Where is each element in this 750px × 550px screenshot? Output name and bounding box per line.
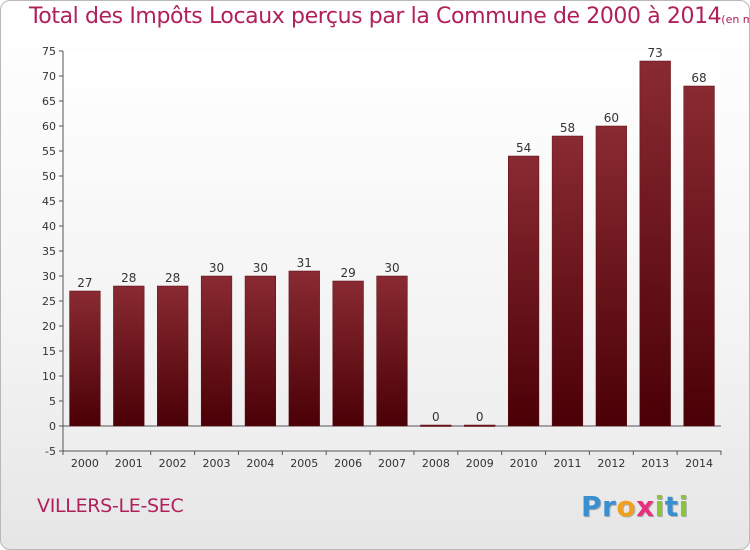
- y-tick-label: 60: [42, 120, 56, 133]
- y-tick-label: 40: [42, 220, 56, 233]
- bar-2011: [551, 135, 584, 427]
- bar-2006: [332, 280, 364, 427]
- data-label-2008: 0: [432, 410, 440, 424]
- y-tick-label: 35: [42, 245, 56, 258]
- data-label-2003: 30: [209, 261, 224, 275]
- logo-letter: x: [636, 490, 655, 523]
- data-label-2011: 58: [560, 121, 575, 135]
- y-tick-label: 5: [49, 395, 56, 408]
- bar-2000: [69, 290, 101, 427]
- bar-2014: [683, 85, 715, 427]
- bar-2009: [464, 424, 496, 427]
- bar-2012: [595, 125, 627, 427]
- logo-letter: r: [602, 490, 617, 523]
- x-tick-label-2005: 2005: [290, 457, 318, 470]
- x-tick-label-2007: 2007: [378, 457, 406, 470]
- data-label-2006: 29: [340, 266, 355, 280]
- data-label-2010: 54: [516, 141, 531, 155]
- data-label-2007: 30: [384, 261, 399, 275]
- data-label-2004: 30: [253, 261, 268, 275]
- data-label-2001: 28: [121, 271, 136, 285]
- bar-2004: [244, 275, 277, 427]
- x-tick-label-2013: 2013: [641, 457, 669, 470]
- chart-tick-labels: -5 0 5 10 15 20 25 30 35 40 45 50 55 60 65 70 75 2000 2001…: [42, 45, 713, 470]
- bar-2003: [200, 275, 233, 427]
- proxiti-logo: Proxiti: [581, 490, 689, 523]
- y-tick-label: 0: [49, 420, 56, 433]
- y-tick-label: 15: [42, 345, 56, 358]
- chart-bars: [69, 60, 715, 427]
- data-label-2012: 60: [604, 111, 619, 125]
- bar-2007: [376, 275, 408, 427]
- y-tick-label: 55: [42, 145, 56, 158]
- y-tick-label: 70: [42, 70, 56, 83]
- logo-letter: o: [616, 490, 637, 523]
- y-tick-label: 75: [42, 45, 56, 58]
- bar-2008: [420, 424, 452, 427]
- x-tick-label-2002: 2002: [159, 457, 187, 470]
- x-tick-label-2003: 2003: [203, 457, 231, 470]
- y-tick-label: 50: [42, 170, 56, 183]
- x-tick-label-2009: 2009: [466, 457, 494, 470]
- y-tick-label: 45: [42, 195, 56, 208]
- data-label-2009: 0: [476, 410, 484, 424]
- bar-2002: [157, 285, 189, 427]
- bar-2005: [288, 270, 320, 427]
- x-tick-label-2006: 2006: [334, 457, 362, 470]
- x-tick-label-2004: 2004: [246, 457, 274, 470]
- y-tick-label: -5: [45, 445, 56, 458]
- data-label-2002: 28: [165, 271, 180, 285]
- data-label-2013: 73: [648, 46, 663, 60]
- x-tick-label-2008: 2008: [422, 457, 450, 470]
- y-tick-label: 65: [42, 95, 56, 108]
- data-label-2014: 68: [691, 71, 706, 85]
- bar-2013: [639, 60, 671, 427]
- y-tick-label: 25: [42, 295, 56, 308]
- logo-letter: i: [678, 490, 689, 523]
- logo-letter: P: [581, 490, 603, 523]
- x-tick-label-2010: 2010: [510, 457, 538, 470]
- x-tick-label-2000: 2000: [71, 457, 99, 470]
- y-tick-label: 10: [42, 370, 56, 383]
- data-label-2005: 31: [297, 256, 312, 270]
- logo-letter: i: [654, 490, 665, 523]
- x-tick-label-2012: 2012: [597, 457, 625, 470]
- chart-title-text: Total des Impôts Locaux perçus par la Co…: [29, 4, 722, 29]
- x-tick-label-2001: 2001: [115, 457, 143, 470]
- y-tick-label: 20: [42, 320, 56, 333]
- x-tick-label-2014: 2014: [685, 457, 713, 470]
- chart-title-unit: (en milliers d'€): [721, 13, 749, 26]
- data-label-2000: 27: [77, 276, 92, 290]
- x-tick-label-2011: 2011: [553, 457, 581, 470]
- chart-title: Total des Impôts Locaux perçus par la Co…: [29, 4, 749, 29]
- logo-letter: t: [664, 490, 679, 523]
- bar-2001: [113, 285, 145, 427]
- bar-2010: [507, 155, 540, 427]
- chart-data-labels: 27 28 28 30 30 31 29 30 0 0 54 58 60 73 68: [77, 46, 706, 424]
- commune-name: VILLERS-LE-SEC: [37, 495, 184, 517]
- y-tick-label: 30: [42, 270, 56, 283]
